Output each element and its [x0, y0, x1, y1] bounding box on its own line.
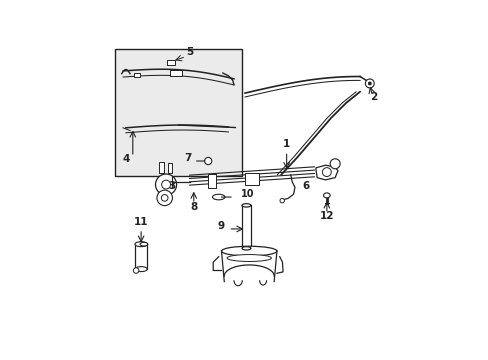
Bar: [115, 49, 242, 176]
Circle shape: [162, 180, 170, 189]
Circle shape: [204, 157, 211, 165]
Circle shape: [329, 159, 340, 169]
Polygon shape: [315, 165, 337, 180]
Text: 8: 8: [190, 202, 197, 212]
Text: 11: 11: [134, 217, 148, 227]
Text: 12: 12: [319, 211, 333, 221]
Text: 10: 10: [241, 189, 254, 199]
Ellipse shape: [323, 193, 329, 198]
Ellipse shape: [242, 204, 250, 207]
Text: 4: 4: [122, 154, 130, 165]
Text: 5: 5: [186, 47, 194, 57]
Bar: [207, 174, 216, 188]
Circle shape: [133, 268, 139, 273]
Text: 3: 3: [168, 181, 175, 191]
Text: 9: 9: [217, 221, 224, 231]
Ellipse shape: [212, 194, 224, 200]
Ellipse shape: [140, 242, 147, 246]
Circle shape: [367, 81, 371, 85]
Ellipse shape: [135, 267, 147, 271]
Bar: [169, 70, 182, 76]
Bar: [244, 174, 259, 185]
Circle shape: [322, 168, 330, 176]
Ellipse shape: [226, 255, 271, 261]
Bar: [159, 162, 163, 174]
Bar: [167, 60, 174, 66]
Text: 1: 1: [283, 139, 290, 149]
Ellipse shape: [242, 247, 250, 250]
Ellipse shape: [221, 246, 276, 256]
Circle shape: [280, 198, 284, 203]
Circle shape: [155, 174, 176, 195]
Ellipse shape: [135, 242, 147, 247]
Circle shape: [365, 79, 373, 88]
Circle shape: [161, 194, 168, 201]
Text: 2: 2: [370, 92, 377, 102]
Bar: [167, 163, 171, 174]
Text: 7: 7: [184, 153, 191, 163]
Text: 6: 6: [302, 181, 309, 191]
Bar: [134, 73, 140, 77]
Circle shape: [157, 190, 172, 206]
